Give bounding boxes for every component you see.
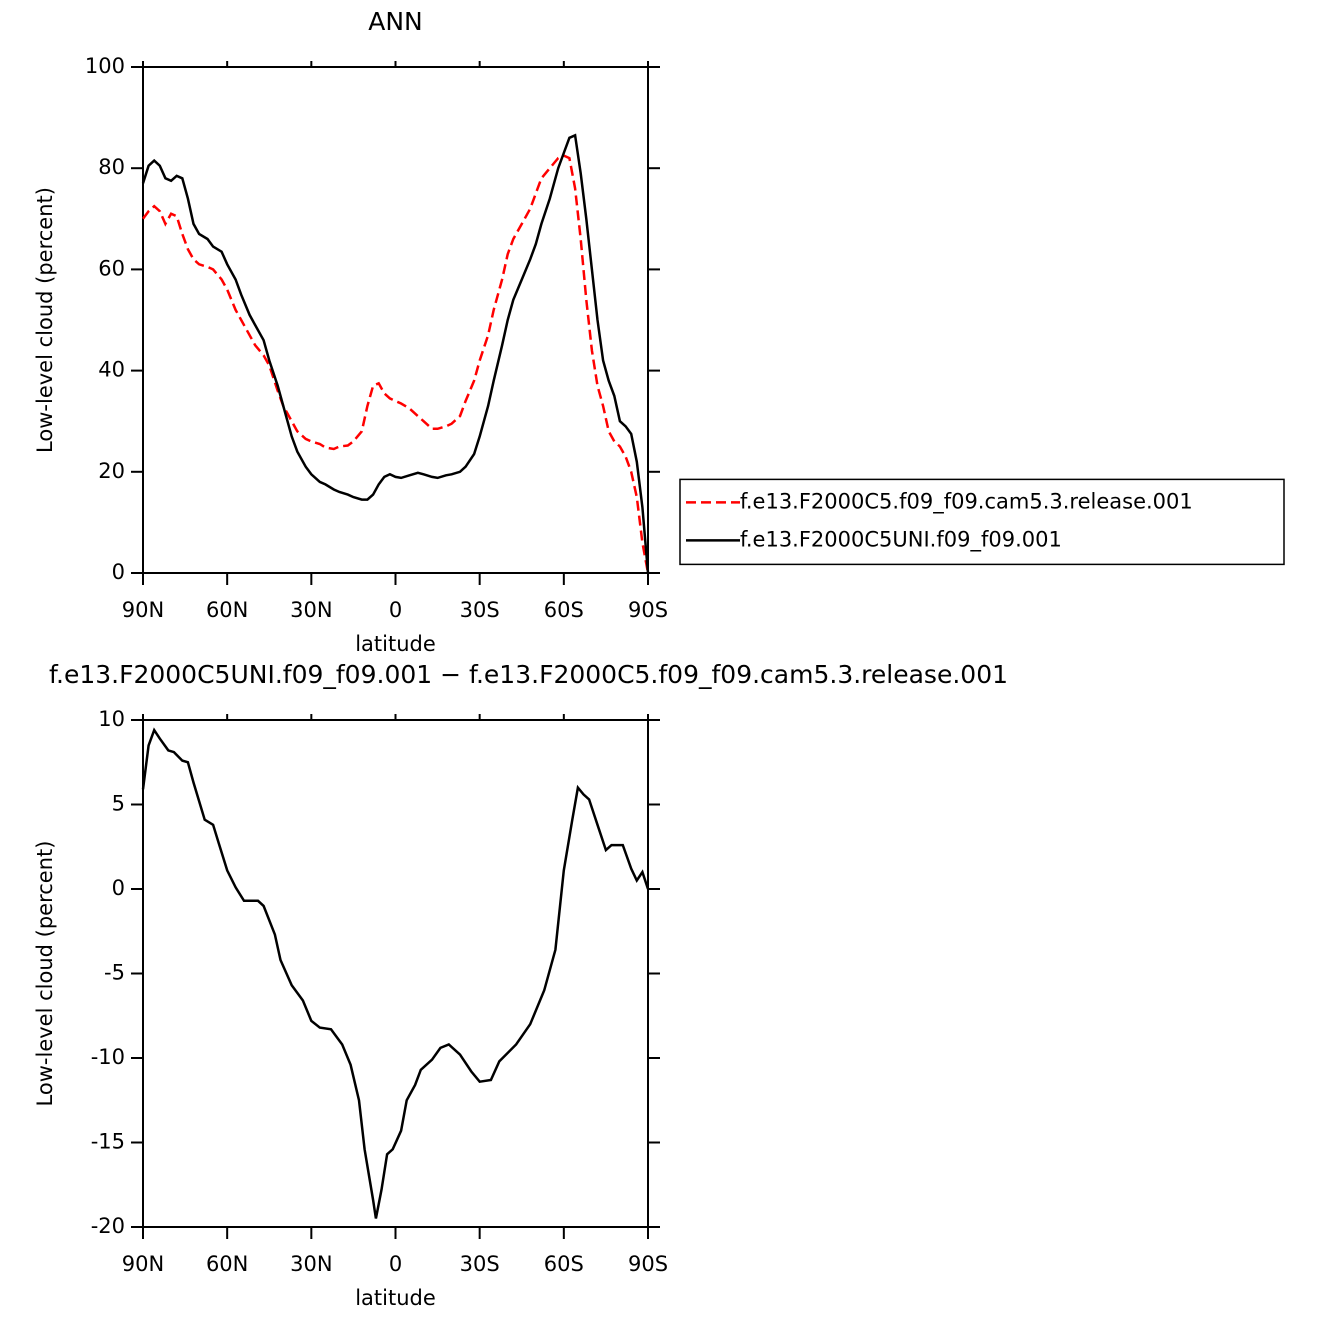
y-tick-label: -5 (104, 961, 125, 985)
data-line (141, 154, 650, 574)
y-tick-label: -15 (91, 1130, 125, 1154)
y-tick-label: -10 (91, 1045, 125, 1069)
x-tick-label: 30S (460, 598, 500, 622)
x-tick-label: 90S (628, 1252, 668, 1276)
legend-label: f.e13.F2000C5UNI.f09_f09.001 (740, 527, 1062, 552)
x-tick-label: 60N (206, 1252, 248, 1276)
plot-frame (142, 66, 649, 574)
legend-label: f.e13.F2000C5.f09_f09.cam5.3.release.001 (740, 489, 1193, 514)
x-tick-label: 90N (122, 598, 164, 622)
plot-frame (142, 719, 649, 1228)
y-tick-label: -20 (91, 1214, 125, 1238)
x-tick-label: 30N (290, 1252, 332, 1276)
x-tick-label: 0 (389, 598, 402, 622)
y-tick-label: 60 (98, 256, 125, 280)
y-tick-label: 100 (85, 54, 125, 78)
y-axis-label: Low-level cloud (percent) (33, 187, 57, 453)
data-line (141, 133, 650, 574)
x-tick-label: 60S (544, 1252, 584, 1276)
legend-box (679, 478, 1285, 566)
y-tick-label: 40 (98, 358, 125, 382)
chart-title: ANN (368, 7, 423, 36)
chart-title: f.e13.F2000C5UNI.f09_f09.001 − f.e13.F20… (49, 660, 1008, 689)
x-tick-label: 30S (460, 1252, 500, 1276)
y-tick-label: 80 (98, 155, 125, 179)
y-tick-label: 5 (112, 792, 125, 816)
x-tick-label: 0 (389, 1252, 402, 1276)
y-tick-label: 10 (98, 707, 125, 731)
data-line (141, 727, 650, 1219)
x-tick-label: 90N (122, 1252, 164, 1276)
x-axis-label: latitude (355, 632, 436, 656)
y-tick-label: 20 (98, 459, 125, 483)
y-tick-label: 0 (112, 876, 125, 900)
x-tick-label: 60N (206, 598, 248, 622)
y-axis-label: Low-level cloud (percent) (33, 841, 57, 1107)
x-tick-label: 90S (628, 598, 668, 622)
y-tick-label: 0 (112, 560, 125, 584)
x-axis-label: latitude (355, 1286, 436, 1310)
x-tick-label: 30N (290, 598, 332, 622)
x-tick-label: 60S (544, 598, 584, 622)
